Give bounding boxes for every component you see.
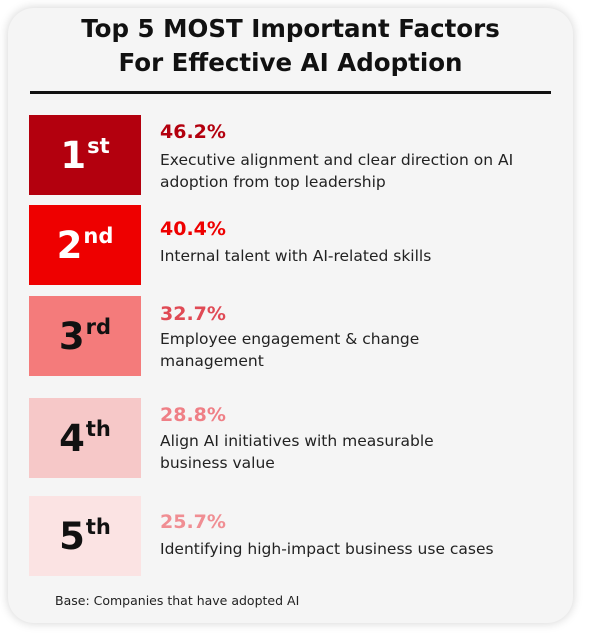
rank-badge-5: 5th xyxy=(29,496,141,576)
rank-badge-1: 1st xyxy=(29,115,141,195)
factor-1-description: Executive alignment and clear direction … xyxy=(160,151,514,191)
rank-number: 1 xyxy=(60,134,87,177)
factor-5-description: Identifying high-impact business use cas… xyxy=(160,540,494,558)
factor-1-percent: 46.2% xyxy=(160,121,226,143)
rank-suffix: nd xyxy=(83,224,114,248)
factor-3-percent: 32.7% xyxy=(160,303,226,325)
base-footnote: Base: Companies that have adopted AI xyxy=(55,593,300,608)
rank-label-3: 3rd xyxy=(58,315,112,358)
rank-label-2: 2nd xyxy=(56,224,114,267)
factor-2-percent: 40.4% xyxy=(160,218,226,240)
rank-number: 3 xyxy=(58,315,85,358)
rank-label-4: 4th xyxy=(59,417,111,460)
rank-number: 4 xyxy=(59,417,85,460)
factor-4-description: Align AI initiatives with measurable bus… xyxy=(160,432,434,472)
rank-suffix: rd xyxy=(85,315,112,339)
rank-suffix: th xyxy=(85,515,111,539)
rank-badge-3: 3rd xyxy=(29,296,141,376)
factor-5-percent: 25.7% xyxy=(160,511,226,533)
rank-suffix: st xyxy=(87,134,110,158)
page-title: Top 5 MOST Important Factors For Effecti… xyxy=(0,12,581,80)
rank-suffix: th xyxy=(85,417,111,441)
title-line-1: Top 5 MOST Important Factors xyxy=(81,14,500,43)
title-divider xyxy=(30,91,551,94)
rank-label-1: 1st xyxy=(60,134,110,177)
rank-number: 5 xyxy=(59,515,85,558)
title-line-2: For Effective AI Adoption xyxy=(118,48,463,77)
rank-badge-2: 2nd xyxy=(29,205,141,285)
rank-label-5: 5th xyxy=(59,515,111,558)
factor-4-percent: 28.8% xyxy=(160,404,226,426)
factor-2-description: Internal talent with AI-related skills xyxy=(160,247,432,265)
rank-number: 2 xyxy=(56,224,83,267)
rank-badge-4: 4th xyxy=(29,398,141,478)
factor-3-description: Employee engagement & change management xyxy=(160,330,420,370)
